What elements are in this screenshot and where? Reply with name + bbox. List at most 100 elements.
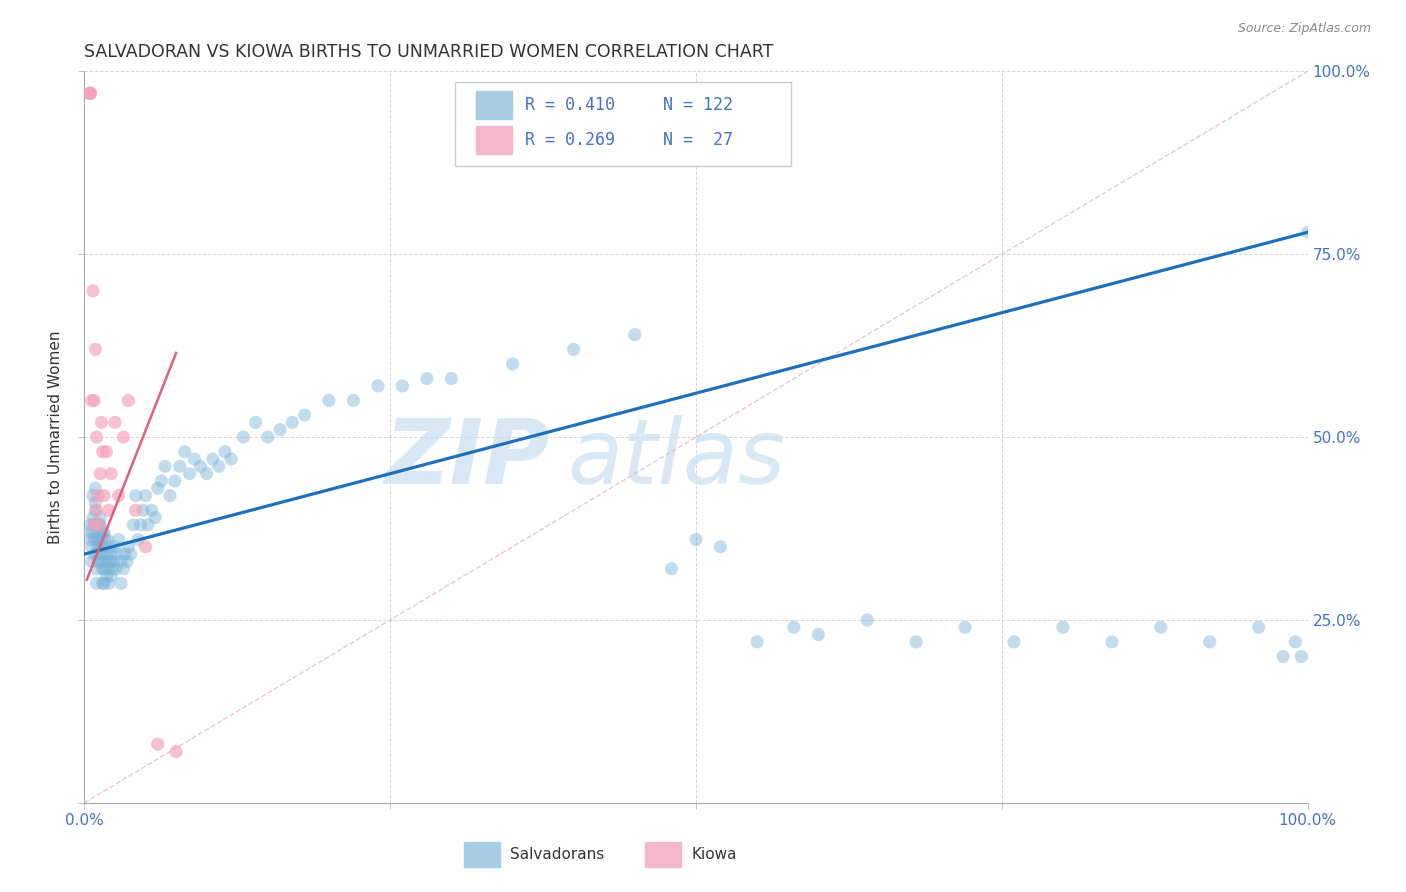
Point: [90, 416, 112, 430]
Point: [83, 547, 105, 561]
Point: [163, 474, 186, 488]
Text: R = 0.410: R = 0.410: [524, 96, 614, 114]
Point: [342, 393, 364, 408]
Point: [93, 525, 115, 540]
Point: [190, 459, 212, 474]
Point: [83, 517, 105, 532]
Point: [245, 416, 267, 430]
Text: Source: ZipAtlas.com: Source: ZipAtlas.com: [1237, 22, 1371, 36]
Point: [77, 87, 100, 101]
Point: [105, 562, 128, 576]
Point: [953, 620, 976, 634]
Point: [195, 467, 218, 481]
Point: [201, 452, 224, 467]
Point: [391, 379, 413, 393]
Point: [82, 489, 104, 503]
Point: [84, 503, 107, 517]
Point: [117, 540, 139, 554]
Point: [100, 467, 122, 481]
Point: [97, 533, 120, 547]
Point: [84, 496, 107, 510]
Point: [87, 547, 110, 561]
Point: [105, 547, 128, 561]
Point: [1284, 635, 1306, 649]
Bar: [464, 841, 501, 867]
Text: SALVADORAN VS KIOWA BIRTHS TO UNMARRIED WOMEN CORRELATION CHART: SALVADORAN VS KIOWA BIRTHS TO UNMARRIED …: [84, 44, 773, 62]
Point: [82, 510, 104, 524]
Point: [153, 459, 176, 474]
Point: [97, 503, 120, 517]
Point: [219, 452, 242, 467]
Point: [135, 540, 157, 554]
Point: [89, 525, 111, 540]
Point: [440, 371, 463, 385]
Point: [110, 576, 132, 591]
Point: [1101, 635, 1123, 649]
Point: [87, 517, 110, 532]
Point: [318, 393, 340, 408]
Point: [103, 554, 125, 568]
Point: [79, 87, 101, 101]
Point: [709, 540, 731, 554]
Point: [100, 547, 122, 561]
Point: [183, 452, 205, 467]
Point: [89, 540, 111, 554]
Point: [1052, 620, 1074, 634]
Point: [80, 540, 103, 554]
Text: ZIP: ZIP: [384, 415, 550, 503]
Text: Kiowa: Kiowa: [692, 847, 737, 862]
Point: [807, 627, 830, 641]
Point: [83, 517, 105, 532]
Point: [90, 554, 112, 568]
Point: [93, 576, 115, 591]
Point: [100, 569, 122, 583]
Point: [93, 562, 115, 576]
Point: [1272, 649, 1295, 664]
Point: [173, 444, 195, 458]
Point: [86, 562, 108, 576]
Point: [159, 489, 181, 503]
Point: [856, 613, 879, 627]
Point: [84, 481, 107, 495]
Point: [97, 562, 120, 576]
Point: [783, 620, 806, 634]
Point: [87, 554, 110, 568]
Point: [416, 371, 439, 385]
Point: [150, 474, 173, 488]
Point: [661, 562, 683, 576]
Point: [98, 554, 121, 568]
Point: [112, 430, 135, 444]
FancyBboxPatch shape: [456, 82, 792, 167]
Point: [179, 467, 201, 481]
Point: [1150, 620, 1173, 634]
Point: [1247, 620, 1270, 634]
Point: [96, 569, 118, 583]
Point: [115, 554, 138, 568]
Point: [86, 576, 108, 591]
Point: [132, 503, 155, 517]
Point: [122, 517, 145, 532]
Point: [502, 357, 524, 371]
Point: [86, 533, 108, 547]
Point: [97, 554, 120, 568]
Text: N = 122: N = 122: [664, 96, 733, 114]
Point: [107, 489, 129, 503]
Point: [80, 393, 103, 408]
Point: [94, 533, 117, 547]
Point: [83, 533, 105, 547]
Bar: [644, 841, 682, 867]
Point: [79, 517, 101, 532]
Y-axis label: Births to Unmarried Women: Births to Unmarried Women: [48, 330, 63, 544]
Point: [232, 430, 254, 444]
Point: [120, 547, 142, 561]
Point: [101, 562, 124, 576]
Point: [136, 517, 159, 532]
Point: [82, 284, 104, 298]
Point: [127, 533, 149, 547]
Point: [86, 503, 108, 517]
Point: [87, 525, 110, 540]
Point: [79, 87, 101, 101]
Point: [125, 489, 148, 503]
Point: [93, 547, 115, 561]
Point: [129, 517, 152, 532]
